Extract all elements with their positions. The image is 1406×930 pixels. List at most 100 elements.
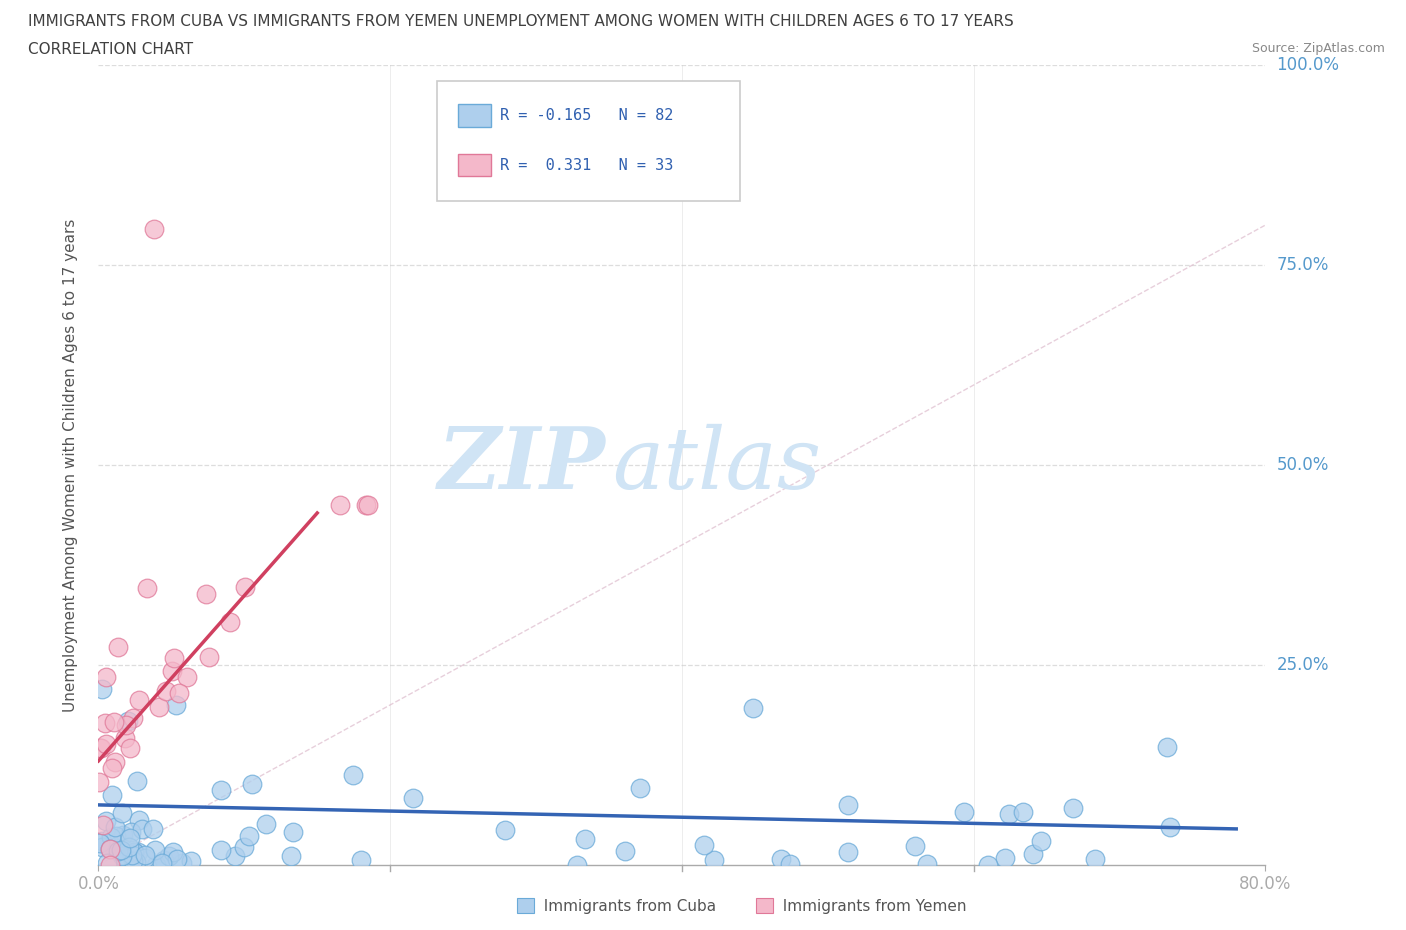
Point xyxy=(150,856,173,870)
Point xyxy=(329,498,352,512)
Point xyxy=(131,822,153,837)
Point xyxy=(125,854,148,869)
Point xyxy=(103,840,125,855)
Point xyxy=(1156,739,1178,754)
Text: ZIP: ZIP xyxy=(439,423,606,507)
Text: Immigrants from Yemen: Immigrants from Yemen xyxy=(773,899,967,914)
Point xyxy=(994,850,1017,865)
Point xyxy=(117,713,139,728)
Point xyxy=(166,852,188,867)
Point xyxy=(198,650,221,665)
Text: R =  0.331   N = 33: R = 0.331 N = 33 xyxy=(501,157,673,173)
Point xyxy=(769,852,792,867)
Point xyxy=(103,714,125,729)
Point xyxy=(1159,819,1181,834)
Point xyxy=(1063,801,1085,816)
Point xyxy=(195,587,218,602)
Point xyxy=(122,844,145,859)
Point xyxy=(903,839,925,854)
Text: Immigrants from Cuba: Immigrants from Cuba xyxy=(534,899,717,914)
Point xyxy=(134,847,156,862)
Y-axis label: Unemployment Among Women with Children Ages 6 to 17 years: Unemployment Among Women with Children A… xyxy=(63,219,77,711)
Point xyxy=(118,830,141,845)
Point xyxy=(114,730,136,745)
Text: 75.0%: 75.0% xyxy=(1277,256,1329,274)
Point xyxy=(118,840,141,855)
Point xyxy=(779,857,801,871)
Point xyxy=(209,783,232,798)
Text: R = -0.165   N = 82: R = -0.165 N = 82 xyxy=(501,108,673,123)
Point xyxy=(104,829,127,844)
Bar xyxy=(517,898,534,913)
Point xyxy=(494,822,516,837)
Point xyxy=(118,740,141,755)
Point xyxy=(1012,804,1035,819)
Point xyxy=(233,840,256,855)
Point xyxy=(170,856,193,870)
Point xyxy=(219,615,242,630)
Text: Source: ZipAtlas.com: Source: ZipAtlas.com xyxy=(1251,42,1385,55)
Point xyxy=(1029,833,1052,848)
Point xyxy=(104,754,127,769)
Text: 25.0%: 25.0% xyxy=(1277,656,1329,674)
Point xyxy=(98,857,121,872)
Text: 50.0%: 50.0% xyxy=(1277,456,1329,474)
Point xyxy=(915,857,938,871)
Text: 100.0%: 100.0% xyxy=(1277,56,1340,74)
Point xyxy=(89,836,111,851)
Point xyxy=(142,221,165,236)
Point xyxy=(224,848,246,863)
Point xyxy=(356,498,378,512)
Point xyxy=(94,716,117,731)
Point xyxy=(107,640,129,655)
Point xyxy=(115,718,138,733)
Point xyxy=(356,498,378,512)
Point xyxy=(180,853,202,868)
Point xyxy=(142,821,165,836)
Point xyxy=(90,840,112,855)
Point xyxy=(693,838,716,853)
Point xyxy=(110,843,132,857)
Point xyxy=(148,699,170,714)
Point xyxy=(837,844,859,859)
Bar xyxy=(756,898,773,913)
Point xyxy=(118,857,141,871)
Text: CORRELATION CHART: CORRELATION CHART xyxy=(28,42,193,57)
Point xyxy=(134,851,156,866)
Point xyxy=(741,700,763,715)
Point xyxy=(145,857,167,872)
Point xyxy=(91,817,114,832)
Point xyxy=(128,693,150,708)
Point xyxy=(143,843,166,857)
Point xyxy=(1084,852,1107,867)
Point xyxy=(160,663,183,678)
Point xyxy=(1022,847,1045,862)
Point xyxy=(402,790,425,805)
Point xyxy=(121,848,143,863)
Point xyxy=(628,780,651,795)
Point xyxy=(162,844,184,859)
Point xyxy=(349,853,371,868)
Point xyxy=(111,849,134,864)
Point xyxy=(167,685,190,700)
Point xyxy=(254,817,277,831)
FancyBboxPatch shape xyxy=(437,81,741,201)
Point xyxy=(209,843,232,857)
Point xyxy=(153,853,176,868)
Point xyxy=(101,761,124,776)
Point xyxy=(91,682,114,697)
Point xyxy=(128,812,150,827)
Point xyxy=(111,828,134,843)
Point xyxy=(121,711,143,725)
Point xyxy=(98,842,121,857)
Bar xyxy=(458,104,491,126)
Point xyxy=(240,777,263,792)
Point xyxy=(837,798,859,813)
Point xyxy=(98,842,121,857)
Point xyxy=(157,848,180,863)
Point xyxy=(100,830,122,844)
Point xyxy=(574,832,596,847)
Point xyxy=(94,813,117,828)
Point xyxy=(238,829,260,844)
Point xyxy=(111,805,134,820)
